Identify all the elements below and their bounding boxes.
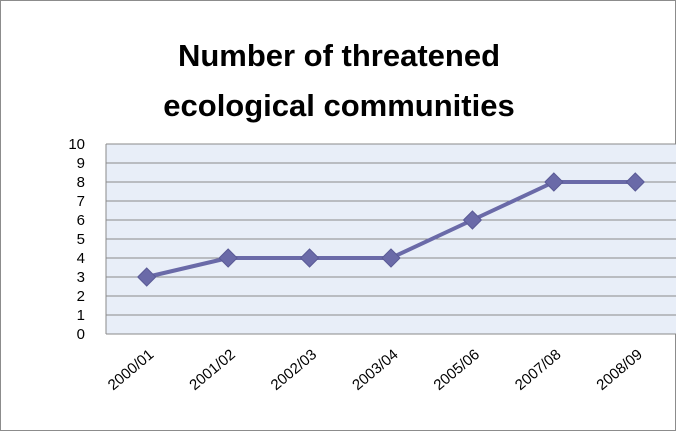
y-tick-label-6: 6 <box>77 212 85 229</box>
y-tick-label-5: 5 <box>77 231 85 248</box>
x-tick-label-2002-03: 2002/03 <box>268 346 320 394</box>
y-tick-label-2: 2 <box>77 288 85 305</box>
y-tick-label-3: 3 <box>77 269 85 286</box>
chart-title-line-2: ecological communities <box>163 88 515 123</box>
y-tick-label-7: 7 <box>77 193 85 210</box>
data-point-2008-09 <box>625 172 645 192</box>
x-tick-label-2008-09: 2008/09 <box>593 346 645 394</box>
x-tick-label-2007-08: 2007/08 <box>512 346 564 394</box>
data-point-2005-06 <box>462 210 483 230</box>
data-point-2001-02 <box>218 248 238 268</box>
x-tick-label-2001-02: 2001/02 <box>186 346 238 394</box>
chart-title: Number of threatened ecological communit… <box>1 31 677 131</box>
y-tick-label-4: 4 <box>77 250 85 267</box>
x-tick-label-2000-01: 2000/01 <box>105 346 157 394</box>
chart-title-line-1: Number of threatened <box>177 38 501 73</box>
y-tick-label-10: 10 <box>68 136 85 153</box>
y-tick-label-0: 0 <box>77 326 85 343</box>
y-tick-label-8: 8 <box>77 174 85 191</box>
data-point-2002-03 <box>299 248 320 268</box>
y-tick-label-1: 1 <box>77 307 85 324</box>
data-point-2003-04 <box>381 248 401 268</box>
data-point-2007-08 <box>544 172 564 192</box>
x-tick-label-2005-06: 2005/06 <box>431 346 483 394</box>
data-point-2000-01 <box>137 267 157 287</box>
x-tick-label-2003-04: 2003/04 <box>349 346 401 394</box>
y-tick-label-9: 9 <box>77 155 85 172</box>
